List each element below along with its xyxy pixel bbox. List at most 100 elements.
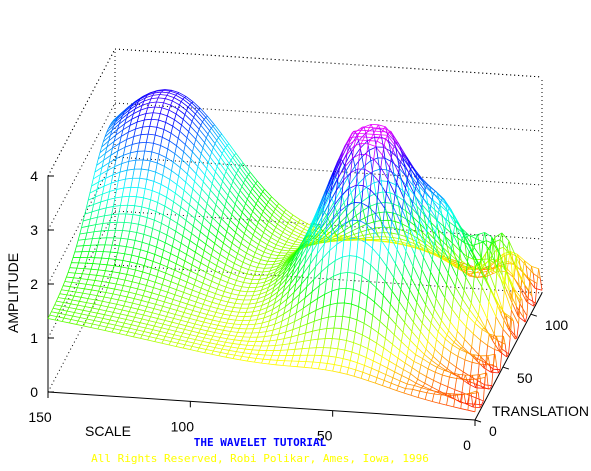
mesh-line — [460, 346, 464, 349]
mesh-line — [388, 131, 397, 143]
mesh-line — [298, 233, 301, 237]
mesh-line — [65, 314, 73, 317]
mesh-line — [366, 224, 375, 232]
mesh-line — [122, 309, 130, 312]
mesh-line — [364, 133, 367, 138]
mesh-line — [115, 324, 123, 328]
mesh-line — [330, 302, 338, 306]
mesh-line — [447, 262, 451, 274]
mesh-line — [175, 93, 178, 96]
mesh-line — [346, 215, 350, 222]
mesh-line — [177, 339, 180, 344]
mesh-line — [431, 259, 440, 272]
mesh-line — [258, 259, 262, 264]
mesh-line — [234, 280, 237, 286]
mesh-line — [235, 153, 244, 164]
mesh-line — [149, 126, 157, 128]
mesh-line — [164, 205, 173, 211]
mesh-line — [280, 324, 288, 329]
mesh-line — [96, 185, 105, 190]
mesh-line — [65, 298, 73, 301]
mesh-line — [459, 392, 463, 403]
mesh-line — [337, 348, 345, 351]
mesh-line — [122, 326, 130, 329]
mesh-line — [479, 268, 483, 274]
mesh-line — [189, 121, 193, 127]
mesh-line — [114, 158, 117, 167]
mesh-line — [337, 233, 346, 238]
mesh-line — [285, 209, 294, 216]
mesh-line — [445, 203, 454, 215]
mesh-line — [95, 244, 99, 252]
mesh-line — [294, 250, 298, 255]
mesh-line — [421, 246, 424, 250]
mesh-line — [328, 355, 337, 358]
mesh-line — [392, 149, 401, 165]
mesh-line — [107, 125, 111, 129]
mesh-line — [133, 333, 136, 337]
mesh-line — [191, 342, 195, 347]
mesh-line — [109, 245, 113, 253]
mesh-line — [387, 360, 390, 369]
mesh-line — [103, 270, 106, 277]
mesh-line — [271, 273, 280, 280]
mesh-line — [183, 312, 192, 315]
mesh-line — [188, 270, 191, 277]
mesh-line — [440, 205, 448, 213]
mesh-line — [444, 221, 447, 235]
mesh-line — [392, 134, 395, 141]
mesh-line — [99, 321, 102, 326]
mesh-line — [131, 101, 139, 107]
mesh-line — [163, 157, 167, 167]
mesh-line — [468, 379, 472, 396]
mesh-line — [438, 209, 447, 222]
mesh-line — [519, 298, 523, 301]
mesh-line — [100, 318, 104, 323]
mesh-line — [224, 322, 228, 327]
mesh-line — [293, 262, 296, 270]
mesh-line — [226, 145, 235, 156]
mesh-line — [411, 176, 420, 187]
mesh-line — [233, 258, 237, 264]
mesh-line — [366, 186, 370, 197]
mesh-line — [174, 119, 182, 126]
mesh-line — [325, 219, 334, 230]
mesh-line — [344, 239, 347, 241]
mesh-line — [448, 321, 451, 331]
mesh-line — [287, 343, 290, 351]
mesh-line — [462, 339, 465, 347]
mesh-line — [72, 312, 75, 317]
mesh-line — [170, 337, 173, 342]
mesh-line — [290, 255, 294, 258]
mesh-line — [156, 97, 159, 103]
mesh-line — [421, 231, 430, 239]
mesh-line — [216, 284, 220, 290]
mesh-line — [367, 229, 371, 235]
mesh-line — [337, 166, 346, 178]
mesh-line — [239, 164, 242, 168]
mesh-line — [144, 285, 147, 291]
mesh-line — [460, 248, 468, 262]
mesh-line — [349, 317, 358, 321]
mesh-line — [87, 279, 95, 281]
mesh-line — [93, 299, 96, 305]
mesh-line — [103, 153, 106, 161]
mesh-line — [187, 166, 190, 175]
mesh-line — [329, 222, 332, 227]
mesh-line — [280, 260, 283, 264]
mesh-line — [109, 118, 118, 126]
mesh-line — [225, 171, 234, 182]
mesh-line — [347, 272, 355, 274]
mesh-line — [423, 304, 427, 315]
mesh-line — [141, 206, 150, 210]
mesh-line — [184, 325, 187, 330]
mesh-line — [339, 154, 348, 167]
mesh-line — [157, 94, 161, 99]
mesh-line — [259, 218, 268, 226]
mesh-line — [76, 283, 80, 288]
mesh-line — [64, 276, 67, 282]
mesh-line — [303, 332, 306, 342]
mesh-line — [208, 162, 216, 173]
mesh-line — [112, 197, 116, 207]
